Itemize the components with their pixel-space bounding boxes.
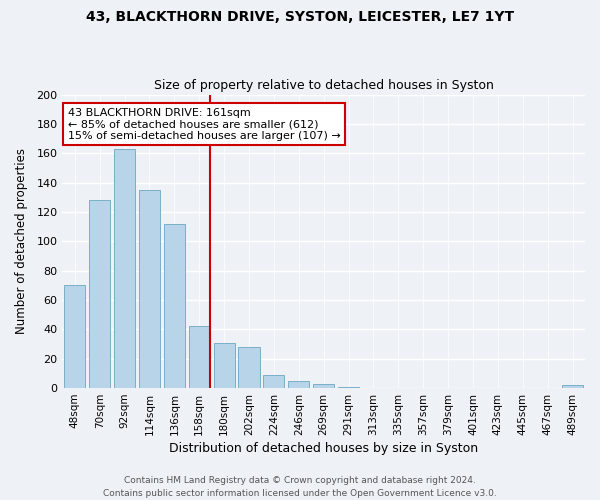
- Bar: [263, 375, 284, 388]
- Bar: [288, 380, 310, 388]
- Bar: [164, 224, 185, 388]
- Bar: [188, 326, 210, 388]
- Bar: [313, 384, 334, 388]
- Y-axis label: Number of detached properties: Number of detached properties: [15, 148, 28, 334]
- Bar: [338, 386, 359, 388]
- Text: 43 BLACKTHORN DRIVE: 161sqm
← 85% of detached houses are smaller (612)
15% of se: 43 BLACKTHORN DRIVE: 161sqm ← 85% of det…: [68, 108, 340, 141]
- Text: Contains HM Land Registry data © Crown copyright and database right 2024.
Contai: Contains HM Land Registry data © Crown c…: [103, 476, 497, 498]
- Bar: [562, 385, 583, 388]
- Bar: [89, 200, 110, 388]
- Text: 43, BLACKTHORN DRIVE, SYSTON, LEICESTER, LE7 1YT: 43, BLACKTHORN DRIVE, SYSTON, LEICESTER,…: [86, 10, 514, 24]
- Bar: [139, 190, 160, 388]
- Bar: [114, 149, 135, 388]
- Bar: [238, 347, 260, 388]
- Bar: [214, 342, 235, 388]
- Title: Size of property relative to detached houses in Syston: Size of property relative to detached ho…: [154, 79, 494, 92]
- X-axis label: Distribution of detached houses by size in Syston: Distribution of detached houses by size …: [169, 442, 478, 455]
- Bar: [64, 286, 85, 388]
